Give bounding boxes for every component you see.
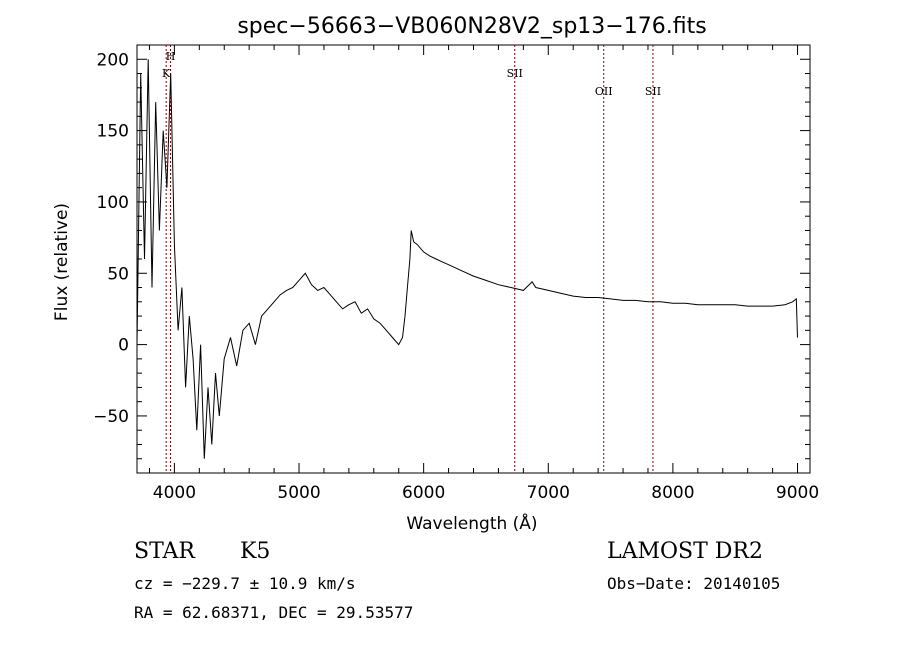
x-tick-label: 9000 (776, 483, 819, 503)
x-tick-label: 4000 (153, 483, 196, 503)
survey-name: LAMOST DR2 (607, 539, 763, 564)
y-axis-label: Flux (relative) (52, 203, 72, 321)
y-tick-label: 150 (97, 122, 129, 142)
x-axis-label: Wavelength (Å) (406, 512, 537, 534)
x-tick-label: 5000 (277, 483, 320, 503)
line-marker-label: K (162, 67, 171, 80)
chart-title: spec−56663−VB060N28V2_sp13−176.fits (237, 14, 706, 39)
observation-date: Obs−Date: 20140105 (607, 574, 781, 593)
y-tick-label: 0 (118, 336, 129, 356)
line-marker-label: SII (645, 85, 661, 98)
y-tick-label: 100 (97, 193, 129, 213)
x-tick-label: 8000 (651, 483, 694, 503)
line-markers: KH SII OII SII (162, 45, 661, 473)
y-tick-label: 200 (97, 50, 129, 70)
x-tick-label: 6000 (402, 483, 445, 503)
y-tick-label: 50 (107, 264, 129, 284)
y-tick-label: −50 (93, 407, 129, 427)
line-marker-label: H (166, 50, 176, 63)
object-class: STAR (134, 539, 195, 564)
axis-ticks: 4000 5000 6000 7000 8000 9000 −50 0 50 100 150 200 (93, 44, 819, 503)
redshift-cz: cz = −229.7 ± 10.9 km/s (134, 574, 356, 593)
line-marker-label: OII (595, 85, 613, 98)
object-subclass: K5 (240, 539, 271, 564)
spectrum-series-line (136, 59, 798, 459)
x-tick-label: 7000 (527, 483, 570, 503)
plot-frame (136, 44, 811, 474)
ra-dec-coordinates: RA = 62.68371, DEC = 29.53577 (134, 603, 414, 622)
line-marker-label: SII (507, 67, 523, 80)
